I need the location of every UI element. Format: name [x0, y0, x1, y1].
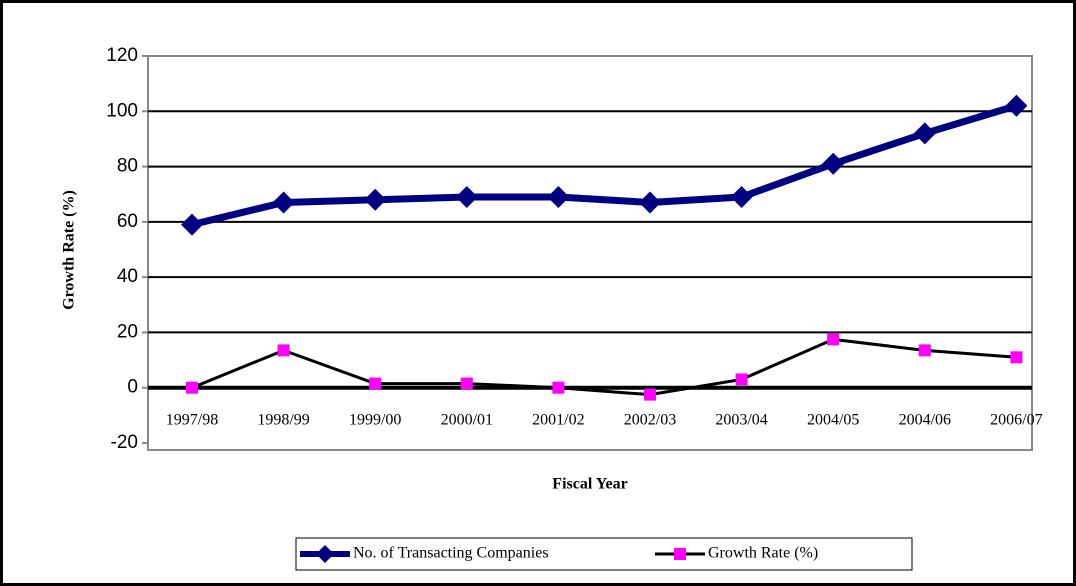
y-tick-label: 60 — [117, 211, 138, 232]
marker — [735, 373, 748, 386]
y-tick-label: 40 — [117, 266, 138, 287]
marker — [639, 191, 661, 214]
plot-area — [147, 55, 1033, 451]
x-tick-label: 2006/07 — [990, 412, 1042, 429]
y-axis-label: Growth Rate (%) — [61, 190, 78, 310]
legend-label: Growth Rate (%) — [708, 545, 818, 562]
marker — [369, 377, 382, 390]
legend-label: No. of Transacting Companies — [353, 545, 549, 562]
x-tick-label: 1998/99 — [257, 412, 309, 429]
marker — [827, 333, 840, 346]
marker — [1010, 351, 1023, 364]
x-axis-label: Fiscal Year — [552, 476, 627, 493]
marker — [918, 344, 931, 357]
marker — [913, 122, 936, 145]
series-line — [191, 102, 1018, 229]
legend — [295, 537, 913, 571]
y-tick-label: 120 — [106, 45, 138, 66]
x-tick-label: 2002/03 — [624, 412, 676, 429]
x-tick-label: 1997/98 — [166, 412, 218, 429]
marker — [181, 213, 203, 236]
marker — [822, 152, 845, 175]
y-tick-label: 0 — [127, 377, 138, 398]
x-tick-label: 2003/04 — [715, 412, 767, 429]
legend-marker — [674, 548, 686, 560]
y-tick-label: 20 — [117, 321, 138, 342]
x-tick-label: 2000/01 — [441, 412, 493, 429]
marker — [1005, 94, 1028, 117]
series-line — [191, 337, 1017, 397]
y-tick-label: 80 — [117, 156, 138, 177]
y-tick-label: 100 — [106, 100, 138, 121]
x-tick-label: 2004/06 — [899, 412, 951, 429]
legend-marker — [316, 545, 334, 563]
marker — [547, 185, 570, 208]
marker — [552, 381, 565, 394]
marker — [186, 381, 198, 394]
marker — [455, 185, 478, 208]
x-tick-label: 2001/02 — [532, 412, 584, 429]
content: -20 0 20 40 60 80 100 120 1997/98 1998/99 1999/00 2… — [106, 45, 1043, 563]
marker — [272, 191, 295, 214]
marker — [730, 185, 753, 208]
marker — [277, 344, 290, 357]
marker — [460, 377, 473, 390]
y-tick-label: -20 — [111, 432, 138, 453]
x-tick-label: 2004/05 — [807, 412, 859, 429]
marker — [364, 188, 387, 211]
x-tick-label: 1999/00 — [349, 412, 401, 429]
marker — [644, 388, 656, 401]
